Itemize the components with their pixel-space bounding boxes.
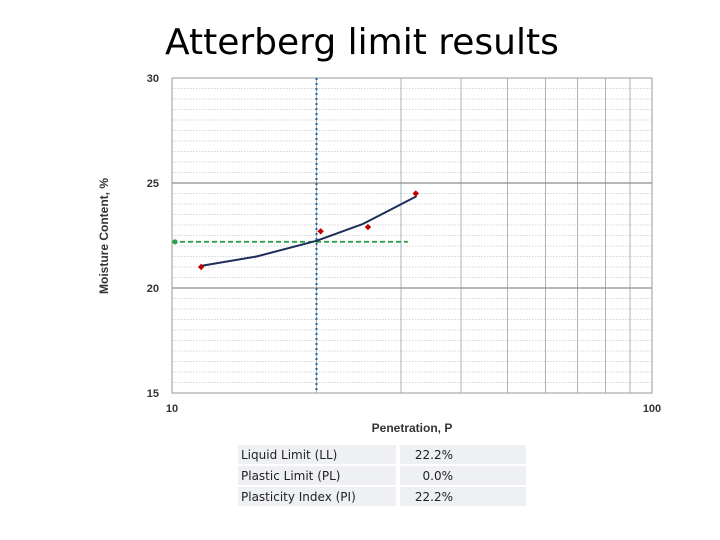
tick-label: 15 — [147, 388, 159, 400]
result-label: Plastic Limit (PL) — [238, 466, 396, 485]
liquid-limit-marker — [172, 239, 178, 245]
table-row: Plastic Limit (PL) 0.0% — [238, 466, 526, 485]
data-point — [317, 228, 324, 235]
tick-label: 10 — [166, 403, 178, 415]
result-value: 22.2% — [400, 487, 526, 506]
tick-label: 30 — [147, 73, 159, 85]
data-point — [197, 263, 205, 271]
plot-area-frame — [171, 77, 653, 394]
y-axis-label: Moisture Content, % — [97, 178, 111, 294]
tick-labels: 15 20 25 30 10 100 — [147, 73, 661, 415]
table-row: Plasticity Index (PI) 22.2% — [238, 487, 526, 506]
result-value: 22.2% — [400, 445, 526, 464]
chart-grid — [172, 78, 652, 393]
result-value: 0.0% — [400, 466, 526, 485]
data-series — [197, 190, 419, 271]
fit-curve — [200, 195, 417, 267]
reference-lines — [172, 78, 408, 393]
tick-label: 20 — [147, 283, 159, 295]
tick-label: 100 — [643, 403, 661, 415]
data-point — [364, 223, 372, 231]
result-label: Plasticity Index (PI) — [238, 487, 396, 506]
x-axis-label: Penetration, P — [372, 421, 453, 435]
results-table: Liquid Limit (LL) 22.2% Plastic Limit (P… — [238, 443, 526, 508]
data-point — [412, 190, 419, 197]
result-label: Liquid Limit (LL) — [238, 445, 396, 464]
table-row: Liquid Limit (LL) 22.2% — [238, 445, 526, 464]
tick-label: 25 — [147, 178, 159, 190]
slide-title: Atterberg limit results — [165, 22, 559, 63]
